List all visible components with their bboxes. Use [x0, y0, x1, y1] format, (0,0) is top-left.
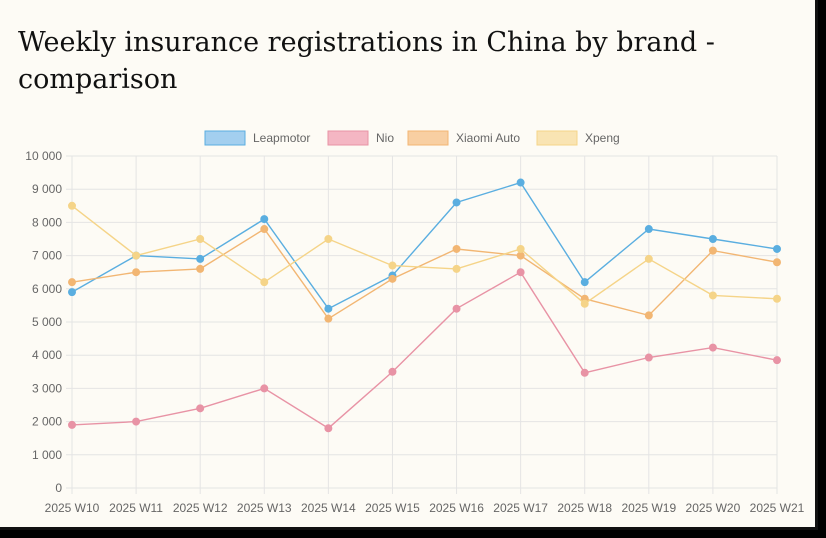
data-point[interactable] [452, 264, 461, 273]
data-point[interactable] [196, 404, 205, 413]
data-point[interactable] [580, 368, 589, 377]
series-nio [68, 268, 781, 433]
data-point[interactable] [68, 288, 76, 297]
y-tick-label: 8 000 [32, 215, 62, 229]
series-xpeng [68, 201, 781, 308]
y-tick-label: 7 000 [32, 249, 62, 263]
legend-swatch [407, 130, 449, 146]
legend-swatch [204, 130, 246, 146]
x-tick-label: 2025 W13 [237, 501, 292, 515]
data-point[interactable] [388, 261, 397, 270]
series-xiaomi-auto [68, 225, 781, 323]
y-tick-label: 4 000 [32, 348, 62, 362]
data-point[interactable] [260, 278, 269, 287]
data-point[interactable] [516, 178, 525, 187]
y-tick-label: 0 [55, 481, 62, 495]
data-point[interactable] [516, 268, 525, 277]
x-tick-label: 2025 W16 [429, 501, 484, 515]
legend-label: Leapmotor [253, 131, 310, 145]
x-tick-label: 2025 W18 [557, 501, 612, 515]
chart-title: Weekly insurance registrations in China … [18, 27, 715, 95]
series-line [71, 181, 778, 310]
data-point[interactable] [388, 367, 397, 376]
data-point[interactable] [516, 244, 525, 253]
data-point[interactable] [324, 235, 333, 243]
series-line [71, 271, 778, 430]
data-point[interactable] [580, 278, 589, 287]
data-point[interactable] [260, 384, 269, 393]
legend-item[interactable]: Xpeng [536, 130, 620, 146]
x-tick-label: 2025 W20 [686, 501, 741, 515]
data-point[interactable] [260, 225, 269, 234]
y-tick-label: 1 000 [32, 448, 62, 462]
x-tick-label: 2025 W14 [301, 501, 356, 515]
data-point[interactable] [324, 314, 333, 323]
legend-swatch [327, 130, 369, 146]
y-tick-label: 5 000 [32, 315, 62, 329]
data-point[interactable] [68, 201, 76, 210]
data-point[interactable] [644, 254, 653, 263]
legend-swatch [536, 130, 578, 146]
legend-label: Nio [376, 131, 394, 145]
data-point[interactable] [388, 274, 397, 283]
data-point[interactable] [452, 304, 461, 313]
data-point[interactable] [773, 258, 781, 267]
y-tick-label: 6 000 [32, 282, 62, 296]
legend: Leapmotor Nio Xiaomi Auto Xpeng [204, 130, 620, 146]
y-tick-label: 3 000 [32, 381, 62, 395]
grid [66, 155, 778, 494]
x-tick-label: 2025 W17 [493, 501, 548, 515]
data-point[interactable] [452, 244, 461, 253]
data-point[interactable] [132, 268, 141, 277]
data-point[interactable] [580, 299, 589, 308]
data-point[interactable] [708, 246, 717, 255]
y-tick-label: 9 000 [32, 182, 62, 196]
data-point[interactable] [708, 291, 717, 300]
x-axis: 2025 W10 2025 W11 2025 W12 2025 W13 2025 W14… [45, 501, 805, 515]
data-point[interactable] [196, 264, 205, 273]
legend-item[interactable]: Xiaomi Auto [407, 130, 520, 146]
data-point[interactable] [773, 294, 781, 303]
legend-item[interactable]: Nio [327, 130, 394, 146]
data-point[interactable] [260, 215, 269, 224]
data-point[interactable] [708, 235, 717, 243]
series-layer [68, 178, 781, 433]
x-tick-label: 2025 W21 [750, 501, 805, 515]
data-point[interactable] [644, 353, 653, 362]
data-point[interactable] [773, 244, 781, 253]
y-tick-label: 2 000 [32, 415, 62, 429]
series-line [71, 228, 778, 320]
legend-item[interactable]: Leapmotor [204, 130, 310, 146]
data-point[interactable] [196, 254, 205, 263]
data-point[interactable] [708, 343, 717, 352]
data-point[interactable] [644, 225, 653, 234]
y-axis: 0 1 000 2 000 3 000 4 000 5 000 6 000 7 000 8 00… [25, 149, 62, 495]
data-point[interactable] [452, 198, 461, 207]
data-point[interactable] [324, 304, 333, 313]
x-tick-label: 2025 W19 [621, 501, 676, 515]
legend-label: Xpeng [585, 131, 620, 145]
series-line [71, 205, 778, 305]
x-tick-label: 2025 W12 [173, 501, 228, 515]
x-tick-label: 2025 W11 [109, 501, 163, 515]
data-point[interactable] [773, 356, 781, 365]
data-point[interactable] [516, 251, 525, 260]
data-point[interactable] [196, 235, 205, 243]
data-point[interactable] [132, 417, 141, 426]
x-tick-label: 2025 W10 [45, 501, 100, 515]
data-point[interactable] [68, 420, 76, 429]
legend-label: Xiaomi Auto [456, 131, 520, 145]
data-point[interactable] [644, 311, 653, 320]
x-tick-label: 2025 W15 [365, 501, 420, 515]
data-point[interactable] [68, 278, 76, 287]
data-point[interactable] [132, 251, 141, 260]
y-tick-label: 10 000 [25, 149, 62, 163]
data-point[interactable] [324, 424, 333, 433]
